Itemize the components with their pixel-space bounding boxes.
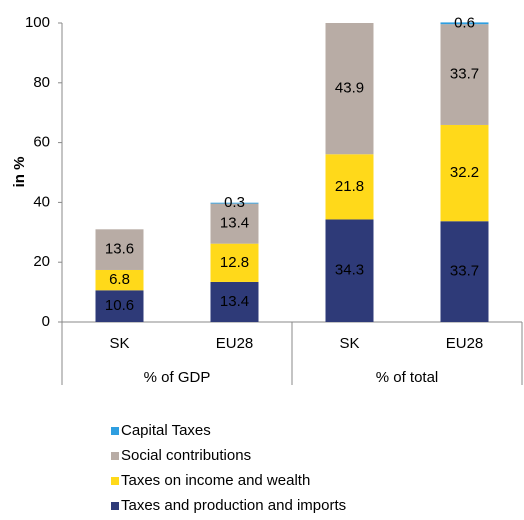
value-label: 0.3 <box>224 194 245 211</box>
legend-label: Taxes on income and wealth <box>121 472 310 489</box>
bar-segment <box>95 269 144 291</box>
y-axis-title: in % <box>11 157 28 188</box>
value-label: 6.8 <box>109 271 130 288</box>
y-tick-label: 60 <box>33 134 50 151</box>
x-tick-label: EU28 <box>446 335 484 352</box>
value-label: 0.6 <box>454 14 475 31</box>
y-tick-label: 20 <box>33 253 50 270</box>
bar-segment <box>95 290 144 322</box>
y-tick-label: 100 <box>25 14 50 31</box>
value-label: 21.8 <box>335 178 364 195</box>
legend-swatch <box>111 452 119 460</box>
x-tick-label: SK <box>109 335 129 352</box>
bar-segment <box>440 221 489 322</box>
legend-swatch <box>111 502 119 510</box>
bar-segment <box>210 243 259 282</box>
bar-segment <box>95 229 144 270</box>
legend-label: Social contributions <box>121 447 251 464</box>
legend-label: Capital Taxes <box>121 422 211 439</box>
value-label: 13.4 <box>220 293 249 310</box>
legend-label: Taxes and production and imports <box>121 497 346 514</box>
y-tick-label: 80 <box>33 74 50 91</box>
group-label: % of total <box>376 369 439 386</box>
x-tick-label: SK <box>339 335 359 352</box>
bar-segment <box>325 154 374 220</box>
bar-segment <box>440 22 489 25</box>
group-label: % of GDP <box>144 369 211 386</box>
value-label: 13.6 <box>105 241 134 258</box>
legend-swatch <box>111 477 119 485</box>
value-label: 13.4 <box>220 215 249 232</box>
bar-segment <box>210 202 259 204</box>
bar-segment <box>440 24 489 125</box>
legend-swatch <box>111 427 119 435</box>
value-label: 33.7 <box>450 66 479 83</box>
value-label: 32.2 <box>450 164 479 181</box>
value-label: 10.6 <box>105 297 134 314</box>
bar-segment <box>440 124 489 222</box>
value-label: 34.3 <box>335 262 364 279</box>
bar-segment <box>325 23 374 155</box>
value-label: 12.8 <box>220 254 249 271</box>
value-label: 33.7 <box>450 263 479 280</box>
bar-segment <box>210 203 259 244</box>
bar-segment <box>210 281 259 322</box>
x-tick-label: EU28 <box>216 335 254 352</box>
value-label: 43.9 <box>335 80 364 97</box>
bar-segment <box>325 219 374 322</box>
y-tick-label: 40 <box>33 193 50 210</box>
y-tick-label: 0 <box>42 313 50 330</box>
